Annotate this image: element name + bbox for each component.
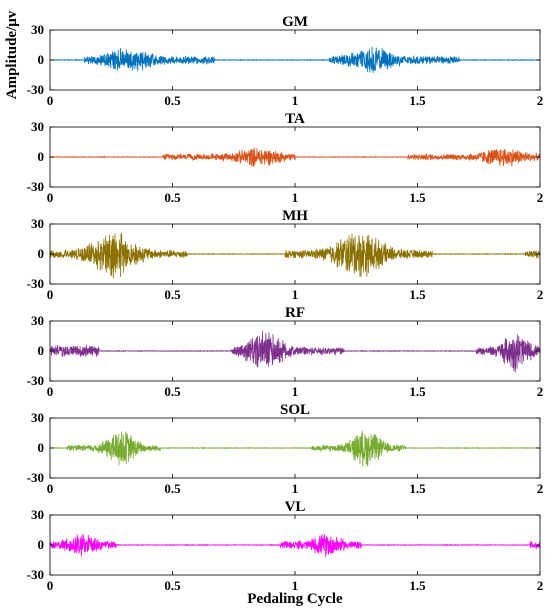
y-tick-label: 30 [31, 119, 44, 134]
x-tick-label: 1 [292, 481, 299, 496]
panel-title-mh: MH [282, 208, 308, 224]
y-axis-label: Amplitude/μv [4, 10, 20, 99]
panel-title-sol: SOL [280, 402, 310, 418]
y-tick-label: 0 [38, 52, 45, 67]
x-tick-label: 0 [47, 578, 54, 593]
y-tick-label: -30 [27, 470, 44, 485]
panel-title-rf: RF [285, 305, 305, 321]
signal-trace-rf [49, 330, 541, 373]
x-tick-label: 1.5 [409, 287, 426, 302]
x-tick-label: 0.5 [164, 190, 181, 205]
x-tick-label: 1.5 [409, 93, 426, 108]
y-tick-label: 0 [38, 537, 45, 552]
x-tick-label: 1 [292, 190, 299, 205]
x-tick-label: 2 [537, 93, 544, 108]
panel-title-vl: VL [285, 499, 306, 515]
y-tick-label: -30 [27, 276, 44, 291]
x-tick-label: 0.5 [164, 93, 181, 108]
x-tick-label: 2 [537, 481, 544, 496]
signal-trace-vl [49, 534, 541, 558]
x-tick-label: 1 [292, 578, 299, 593]
y-tick-label: 30 [31, 507, 44, 522]
y-tick-label: -30 [27, 82, 44, 97]
x-tick-label: 1 [292, 93, 299, 108]
signal-trace-gm [49, 46, 541, 73]
panel-title-ta: TA [285, 111, 305, 127]
y-tick-label: 30 [31, 216, 44, 231]
y-tick-label: 0 [38, 440, 45, 455]
x-tick-label: 1.5 [409, 384, 426, 399]
y-tick-label: 30 [31, 410, 44, 425]
y-tick-label: -30 [27, 567, 44, 582]
x-tick-label: 0 [47, 287, 54, 302]
y-tick-label: 0 [38, 149, 45, 164]
x-tick-label: 2 [537, 287, 544, 302]
x-tick-label: 0.5 [164, 578, 181, 593]
x-tick-label: 1.5 [409, 190, 426, 205]
y-tick-label: -30 [27, 179, 44, 194]
x-tick-label: 1.5 [409, 578, 426, 593]
x-tick-label: 2 [537, 190, 544, 205]
signal-trace-ta [49, 147, 541, 167]
x-tick-label: 2 [537, 578, 544, 593]
signal-trace-mh [49, 232, 541, 279]
x-tick-label: 0.5 [164, 481, 181, 496]
x-tick-label: 2 [537, 384, 544, 399]
y-tick-label: -30 [27, 373, 44, 388]
x-tick-label: 0 [47, 93, 54, 108]
x-tick-label: 0 [47, 481, 54, 496]
panel-title-gm: GM [282, 14, 308, 30]
x-axis-label: Pedaling Cycle [247, 591, 343, 607]
y-tick-label: 30 [31, 22, 44, 37]
x-tick-label: 0.5 [164, 287, 181, 302]
x-tick-label: 0 [47, 190, 54, 205]
y-tick-label: 30 [31, 313, 44, 328]
x-tick-label: 0.5 [164, 384, 181, 399]
x-tick-label: 1 [292, 287, 299, 302]
x-tick-label: 1 [292, 384, 299, 399]
x-tick-label: 0 [47, 384, 54, 399]
x-tick-label: 1.5 [409, 481, 426, 496]
y-tick-label: 0 [38, 246, 45, 261]
signal-trace-sol [49, 430, 541, 467]
y-tick-label: 0 [38, 343, 45, 358]
